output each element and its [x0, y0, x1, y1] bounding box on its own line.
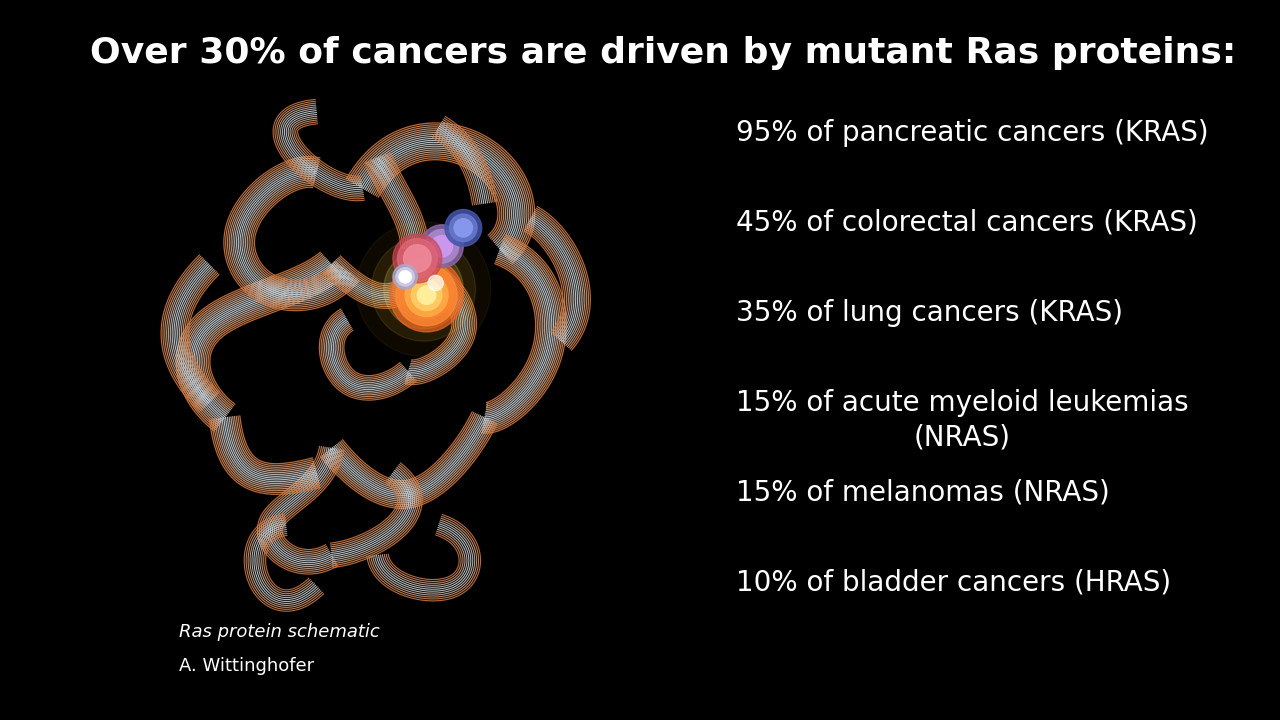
Text: Over 30% of cancers are driven by mutant Ras proteins:: Over 30% of cancers are driven by mutant… [90, 36, 1236, 70]
Circle shape [356, 222, 490, 356]
Circle shape [398, 238, 438, 279]
Text: Ras protein schematic: Ras protein schematic [179, 623, 380, 641]
Circle shape [396, 268, 415, 286]
Circle shape [393, 264, 417, 289]
Text: A. Wittinghofer: A. Wittinghofer [179, 657, 315, 675]
Circle shape [393, 234, 442, 283]
Text: 15% of melanomas (NRAS): 15% of melanomas (NRAS) [736, 479, 1110, 507]
Circle shape [445, 210, 481, 246]
Circle shape [454, 219, 472, 237]
Circle shape [431, 235, 453, 257]
Circle shape [393, 258, 454, 320]
Circle shape [411, 280, 442, 310]
Text: 35% of lung cancers (KRAS): 35% of lung cancers (KRAS) [736, 299, 1123, 327]
Circle shape [403, 245, 431, 272]
Circle shape [384, 249, 463, 329]
Circle shape [449, 214, 477, 242]
Text: 10% of bladder cancers (HRAS): 10% of bladder cancers (HRAS) [736, 569, 1171, 597]
Circle shape [399, 271, 411, 283]
Circle shape [420, 225, 463, 268]
Circle shape [396, 265, 457, 326]
Circle shape [406, 274, 448, 317]
Text: 15% of acute myeloid leukemias
(NRAS): 15% of acute myeloid leukemias (NRAS) [736, 389, 1189, 451]
Text: 95% of pancreatic cancers (KRAS): 95% of pancreatic cancers (KRAS) [736, 119, 1208, 147]
Circle shape [371, 237, 476, 341]
Circle shape [417, 286, 435, 305]
Circle shape [428, 275, 443, 291]
Circle shape [425, 230, 458, 263]
Circle shape [390, 258, 463, 332]
Text: 45% of colorectal cancers (KRAS): 45% of colorectal cancers (KRAS) [736, 209, 1198, 237]
